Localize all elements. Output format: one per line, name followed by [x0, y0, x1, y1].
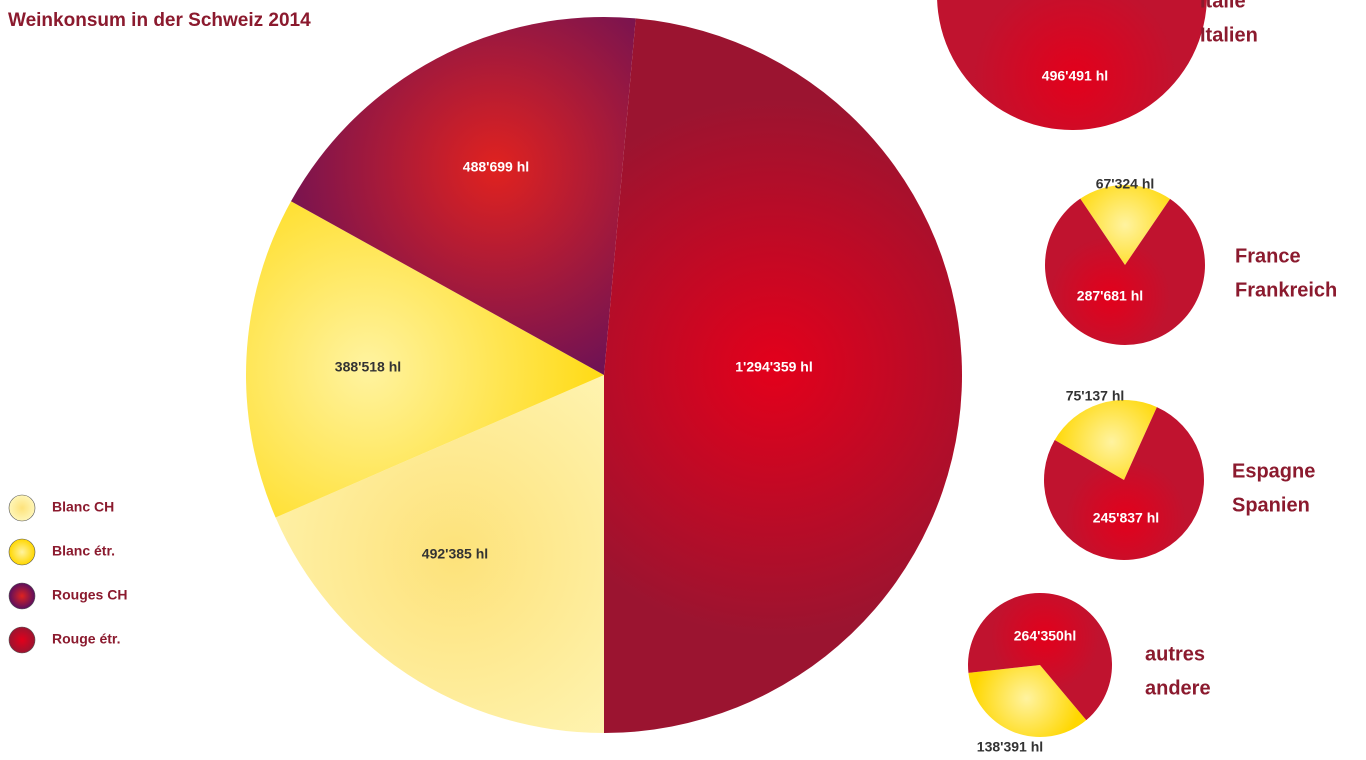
value-label: 1'294'359 hl [735, 359, 813, 375]
country-label: France [1235, 245, 1301, 267]
country-label: Italie [1200, 0, 1246, 12]
legend-label: Rouge étr. [52, 631, 120, 647]
value-label: 488'699 hl [463, 159, 529, 175]
pie-slice [968, 593, 1112, 721]
country-label: Espagne [1232, 460, 1315, 482]
country-label: Spanien [1232, 494, 1310, 516]
value-label: 75'137 hl [1066, 388, 1125, 404]
legend-swatch [8, 538, 36, 566]
legend-swatch [8, 626, 36, 654]
country-label: autres [1145, 643, 1205, 665]
country-label: andere [1145, 677, 1211, 699]
pie-slice [968, 665, 1087, 738]
pie-slice [1054, 400, 1157, 480]
value-label: 496'491 hl [1042, 68, 1108, 84]
legend-label: Rouges CH [52, 587, 127, 603]
legend-label: Blanc CH [52, 499, 114, 515]
pie-slice [937, 0, 1207, 130]
value-label: 287'681 hl [1077, 288, 1143, 304]
value-label: 67'324 hl [1096, 176, 1155, 192]
pie-slice [1080, 184, 1171, 265]
value-label: 245'837 hl [1093, 510, 1159, 526]
pie-slice [1044, 407, 1205, 560]
value-label: 138'391 hl [977, 739, 1043, 755]
pie-slice [604, 18, 962, 734]
pie-slice [245, 201, 604, 518]
pie-slice [291, 16, 636, 375]
pie-slice [1044, 198, 1205, 345]
pie-slice [275, 375, 604, 733]
country-label: Frankreich [1235, 279, 1337, 301]
value-label: 388'518 hl [335, 359, 401, 375]
country-label: Italien [1200, 24, 1258, 46]
value-label: 264'350hl [1014, 628, 1077, 644]
value-label: 492'385 hl [422, 546, 488, 562]
chart-title: Weinkonsum in der Schweiz 2014 [8, 10, 311, 31]
legend-swatch [8, 494, 36, 522]
legend-swatch [8, 582, 36, 610]
legend-label: Blanc étr. [52, 543, 115, 559]
